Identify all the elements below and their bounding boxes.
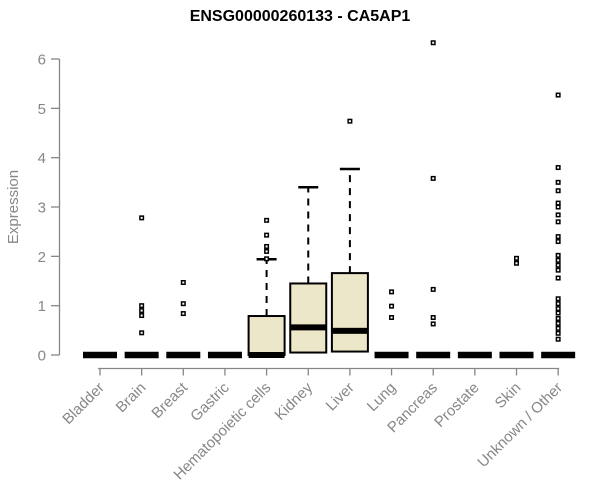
outlier-point-center xyxy=(557,264,560,267)
outlier-point-center xyxy=(557,322,560,325)
zero-median-bar xyxy=(457,351,492,359)
box xyxy=(289,282,328,354)
outlier-point-center xyxy=(557,166,560,169)
outlier-point-center xyxy=(390,290,393,293)
zero-median-bar xyxy=(83,351,117,359)
y-tick-label: 5 xyxy=(38,101,46,118)
outlier-point-center xyxy=(557,235,560,238)
outlier-point-center xyxy=(140,304,143,307)
y-tick-label: 2 xyxy=(38,249,46,266)
outlier-point-center xyxy=(140,314,143,317)
outlier-point-center xyxy=(265,234,268,237)
median-bar xyxy=(331,327,368,334)
zero-median-bar xyxy=(499,351,534,359)
outlier-point-center xyxy=(348,120,351,123)
y-tick-label: 1 xyxy=(38,298,46,315)
x-category-label: Skin xyxy=(492,379,525,412)
outlier-point-center xyxy=(557,317,560,320)
zero-median-bar xyxy=(166,351,201,359)
outlier-point-center xyxy=(557,259,560,262)
outlier-point-center xyxy=(557,307,560,310)
outlier-point-center xyxy=(557,240,560,243)
zero-median-bar xyxy=(374,351,409,359)
x-category-label: Breast xyxy=(148,379,191,422)
outlier-point-center xyxy=(557,269,560,272)
outlier-point-center xyxy=(432,288,435,291)
outlier-point-center xyxy=(557,181,560,184)
outlier-point-center xyxy=(557,327,560,330)
zero-median-bar xyxy=(541,351,576,359)
outlier-point-center xyxy=(432,316,435,319)
outlier-point-center xyxy=(557,202,560,205)
outlier-point-center xyxy=(140,216,143,219)
median-bar xyxy=(290,324,327,331)
y-tick-label: 4 xyxy=(38,150,46,167)
outlier-point-center xyxy=(265,219,268,222)
y-axis-label: Expression xyxy=(5,170,22,244)
y-tick-label: 0 xyxy=(38,348,46,365)
outlier-point-center xyxy=(557,220,560,223)
outlier-point-center xyxy=(140,331,143,334)
outlier-point-center xyxy=(557,254,560,257)
outlier-point-center xyxy=(390,305,393,308)
outlier-point-center xyxy=(182,281,185,284)
outlier-point-center xyxy=(557,189,560,192)
x-category-label: Prostate xyxy=(431,379,483,431)
outlier-point-center xyxy=(557,206,560,209)
zero-median-bar xyxy=(124,351,159,359)
outlier-point-center xyxy=(182,302,185,305)
outlier-point-center xyxy=(390,316,393,319)
outlier-point-center xyxy=(140,309,143,312)
outlier-point-center xyxy=(265,245,268,248)
outlier-point-center xyxy=(515,257,518,260)
outlier-point-center xyxy=(515,262,518,265)
box xyxy=(330,272,369,353)
outlier-point-center xyxy=(557,302,560,305)
zero-median-bar xyxy=(416,351,451,359)
y-tick-label: 3 xyxy=(38,200,46,217)
median-bar xyxy=(248,352,285,358)
zero-median-bar xyxy=(207,351,242,359)
x-category-label: Brain xyxy=(113,379,150,416)
outlier-point-center xyxy=(182,312,185,315)
y-tick-label: 6 xyxy=(38,52,46,69)
x-category-label: Lung xyxy=(364,379,400,415)
outlier-point-center xyxy=(557,277,560,280)
outlier-point-center xyxy=(557,297,560,300)
x-category-label: Liver xyxy=(323,379,358,414)
outlier-point-center xyxy=(557,213,560,216)
outlier-point-center xyxy=(557,338,560,341)
outlier-point-center xyxy=(265,250,268,253)
outlier-point-center xyxy=(432,41,435,44)
outlier-point-center xyxy=(557,94,560,97)
outlier-point-center xyxy=(557,332,560,335)
box xyxy=(247,315,286,356)
outlier-point-center xyxy=(432,322,435,325)
outlier-point-center xyxy=(557,312,560,315)
x-category-label: Kidney xyxy=(272,379,317,424)
outlier-point-center xyxy=(432,177,435,180)
outlier-point-center xyxy=(265,257,268,260)
chart-title: ENSG00000260133 - CA5AP1 xyxy=(190,8,411,25)
x-category-label: Bladder xyxy=(59,379,108,428)
